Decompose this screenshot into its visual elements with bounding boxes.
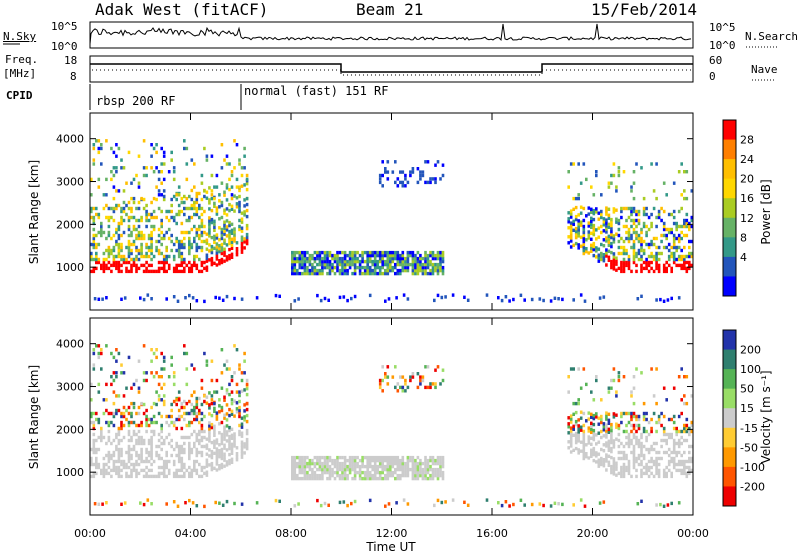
nsearch-label: N.Search: [745, 30, 798, 43]
cpid-segment-1: rbsp 200 RF: [96, 94, 176, 108]
colorbar-swatch: [723, 120, 736, 141]
colorbar-swatch: [723, 178, 736, 199]
colorbar-swatch: [723, 198, 736, 219]
colorbar-swatch: [723, 237, 736, 258]
colorbar-tick-label: 50: [740, 383, 754, 396]
ytick-label: 2000: [56, 218, 84, 231]
colorbar-swatch: [723, 276, 736, 297]
xtick-label: 12:00: [376, 527, 408, 540]
xtick-label: 08:00: [275, 527, 307, 540]
xtick-label: 04:00: [175, 527, 207, 540]
radar-title: Adak West (fitACF): [95, 0, 269, 19]
colorbar-tick-label: 200: [740, 344, 761, 357]
colorbar-tick-label: 100: [740, 363, 761, 376]
colorbar-swatch: [723, 330, 736, 351]
colorbar-swatch: [723, 159, 736, 180]
colorbar-tick-label: 15: [740, 402, 754, 415]
freq-top-tick: 18: [64, 54, 78, 67]
xtick-label: 00:00: [677, 527, 709, 540]
colorbar-swatch: [723, 447, 736, 468]
colorbar-tick-label: -100: [740, 461, 765, 474]
colorbar-swatch: [723, 408, 736, 429]
ytick-label: 4000: [56, 133, 84, 146]
colorbar-swatch: [723, 139, 736, 160]
power-colorbar-label: Power [dB]: [759, 179, 773, 244]
x-axis-title: Time UT: [365, 540, 416, 554]
velocity-panel: 4000 3000 2000 1000: [56, 317, 694, 516]
nave-bottom-tick: 0: [709, 70, 716, 83]
velocity-colorbar: 200 100 50 15 -15 -50 -100 -200: [722, 329, 765, 507]
colorbar-swatch: [723, 349, 736, 370]
colorbar-tick-label: -15: [740, 422, 758, 435]
nsky-top-tick: 10^5: [51, 20, 78, 33]
colorbar-tick-label: 4: [740, 251, 747, 264]
ytick-label: 2000: [56, 423, 84, 436]
power-colorbar: 28 24 20 16 12 8 4: [722, 119, 754, 297]
colorbar-tick-label: -50: [740, 441, 758, 454]
velocity-ylabel: Slant Range [km]: [27, 365, 41, 469]
colorbar-tick-label: 28: [740, 134, 754, 147]
cpid-label: CPID: [6, 89, 33, 102]
xtick-label: 20:00: [577, 527, 609, 540]
freq-panel: [89, 55, 775, 83]
colorbar-swatch: [723, 369, 736, 390]
power-ylabel: Slant Range [km]: [27, 160, 41, 264]
velocity-colorbar-label: Velocity [m s⁻¹]: [759, 370, 773, 463]
ytick-label: 1000: [56, 261, 84, 274]
nsky-bottom-tick: 10^0: [51, 40, 78, 53]
xtick-label: 16:00: [476, 527, 508, 540]
nsearch-top-tick: 10^5: [709, 21, 736, 34]
colorbar-tick-label: 20: [740, 173, 754, 186]
colorbar-tick-label: 12: [740, 212, 754, 225]
ytick-label: 3000: [56, 381, 84, 394]
cpid-segment-2: normal (fast) 151 RF: [244, 84, 389, 98]
colorbar-tick-label: 16: [740, 192, 754, 205]
nsky-label: N.Sky: [3, 30, 37, 43]
nave-label: Nave: [751, 63, 778, 76]
date-title: 15/Feb/2014: [591, 0, 697, 19]
colorbar-swatch: [723, 466, 736, 487]
nave-top-tick: 60: [709, 54, 723, 67]
freq-unit-label: [MHz]: [3, 67, 37, 80]
colorbar-swatch: [723, 256, 736, 277]
colorbar-swatch: [723, 486, 736, 507]
colorbar-swatch: [723, 388, 736, 409]
freq-bottom-tick: 8: [70, 70, 77, 83]
nsearch-bottom-tick: 10^0: [709, 39, 736, 52]
xtick-label: 00:00: [74, 527, 106, 540]
ytick-label: 1000: [56, 466, 84, 479]
ytick-label: 4000: [56, 338, 84, 351]
power-panel: 4000 3000 2000 1000: [56, 112, 694, 311]
colorbar-tick-label: 8: [740, 231, 747, 244]
colorbar-tick-label: 24: [740, 153, 754, 166]
beam-title: Beam 21: [356, 0, 424, 19]
colorbar-tick-label: -200: [740, 480, 765, 493]
colorbar-swatch: [723, 427, 736, 448]
ytick-label: 3000: [56, 176, 84, 189]
nsky-panel: [3, 21, 778, 49]
colorbar-swatch: [723, 217, 736, 238]
freq-label: Freq.: [5, 53, 39, 66]
